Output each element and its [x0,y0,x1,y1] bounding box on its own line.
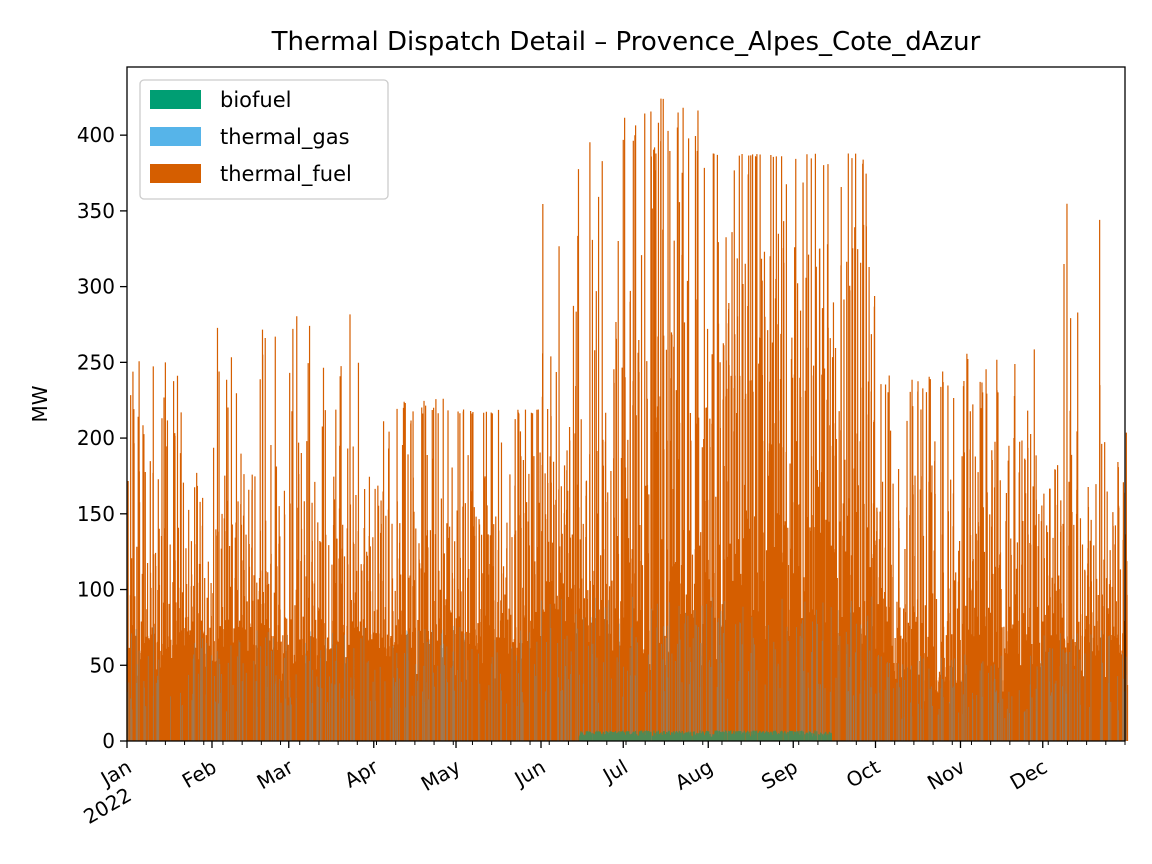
series-biofuel [578,730,832,741]
y-tick-label: 100 [77,578,115,602]
y-tick-label: 300 [77,275,115,299]
plot-frame [126,66,1126,742]
y-tick-label: 0 [102,729,115,753]
y-tick-label: 200 [77,426,115,450]
y-tick-label: 400 [77,123,115,147]
y-tick-label: 150 [77,502,115,526]
plot-area [126,98,1129,741]
y-tick-label: 350 [77,199,115,223]
legend-swatch [150,127,201,146]
legend-label: thermal_gas [220,125,350,150]
legend-swatch [150,90,201,109]
legend-box [139,79,389,200]
chart-title: Thermal Dispatch Detail – Provence_Alpes… [271,27,981,57]
legend-label: thermal_fuel [220,162,352,187]
y-tick-label: 50 [90,653,115,677]
y-axis-label: MW [28,385,52,422]
legend-label: biofuel [220,88,291,112]
legend-swatch [150,164,201,183]
y-tick-label: 250 [77,350,115,374]
legend: biofuel thermal_gas thermal_fuel [139,79,389,200]
y-axis: 0 50 100 150 200 250 300 350 400 [77,123,127,753]
